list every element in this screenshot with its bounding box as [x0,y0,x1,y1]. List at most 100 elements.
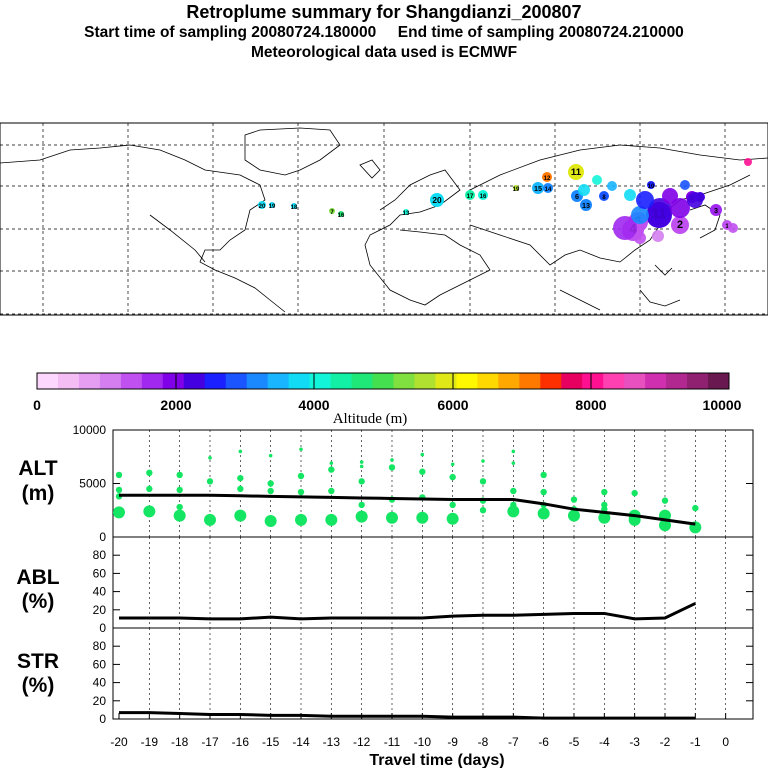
colorbar-title: Altitude (m) [333,411,408,427]
colorbar-cell [393,373,415,389]
plume-marker-label: 18 [291,205,298,211]
scatter-point [115,471,123,479]
colorbar-cell [351,373,374,389]
x-tick-label: -19 [141,735,159,749]
colorbar-cell [99,373,122,389]
y-tick-label: 5000 [79,477,106,491]
scatter-point [355,510,368,523]
plume-marker-label: 3 [714,206,718,215]
sampling-times: Start time of sampling 20080724.180000 E… [84,24,684,41]
colorbar-cell [78,373,101,389]
colorbar-cell [37,373,59,389]
colorbar-cell [540,373,562,389]
map-graticule [0,123,768,315]
x-tick-label: -9 [447,735,458,749]
scatter-point [267,487,274,495]
plume-blob [662,188,678,204]
colorbar-cell [708,373,730,389]
scatter-point [176,503,183,511]
plume-marker [580,199,592,211]
plume-marker [338,211,344,217]
abl-panel-frame [112,536,754,629]
plume-marker [430,193,444,207]
colorbar-cell [57,373,80,389]
plume-marker [543,183,553,193]
scatter-point [511,449,516,454]
plume-marker-label: 15 [534,184,542,193]
plume-marker-label: 19 [269,204,276,210]
plume-marker-label: 13 [582,201,590,210]
altitude-colorbar: 0 2000 4000 6000 8000 10000 Altitude (m) [33,372,742,427]
colorbar-cell [519,373,541,389]
world-map: 2020191918171616151413131211111098766543… [0,122,768,316]
scatter-point [173,509,186,522]
colorbar-tick-label: 8000 [575,397,606,413]
colorbar-tick-label: 10000 [703,397,742,413]
plume-marker-label: 20 [259,204,266,210]
scatter-point [388,464,396,471]
y-tick-label: 40 [93,676,107,690]
panel-str: STR (%) 0 20 40 60 80 [17,627,754,726]
colorbar-cell [435,373,457,389]
scatter-point [325,513,338,526]
plume-marker-label: 8 [602,195,606,201]
plume-blob [613,216,637,240]
met-data-note: Meteorological data used is ECMWF [250,44,518,61]
scatter-point [419,468,426,475]
colorbar-cell [645,373,667,389]
y-tick-label: 80 [93,548,107,562]
x-tick-label: -17 [201,735,219,749]
map-coastlines [0,127,768,313]
scatter-point [237,485,244,493]
colorbar-cells [37,373,730,389]
alt-plot: 0 5000 10000 [73,423,753,544]
plume-marker-label: 17 [467,194,474,200]
scatter-point [358,501,365,509]
scatter-point [115,486,123,494]
plume-marker-label: 11 [571,167,582,178]
plume-marker-label: 12 [544,176,551,182]
colorbar-tick-label: 0 [33,397,41,413]
scatter-point [537,507,550,520]
y-tick-label: 0 [99,530,106,544]
x-tick-label: -7 [508,735,519,749]
scatter-point [359,460,364,464]
colorbar-cell [225,373,248,389]
chart-title: Retroplume summary for Shangdianzi_20080… [186,2,582,22]
abl-plot: 0 20 40 60 80 [93,537,753,635]
x-tick-label: -6 [538,735,549,749]
scatter-point [143,505,156,518]
scatter-point [113,506,125,519]
plume-marker-label: 13 [403,211,410,217]
colorbar-cell [120,373,143,389]
x-tick-label: -3 [629,735,640,749]
plume-marker [568,164,584,180]
scatter-point [540,488,547,496]
scatter-point [479,478,487,485]
colorbar-cell [666,373,688,389]
plume-marker [513,185,519,191]
colorbar-cell [561,373,583,389]
plume-marker-label: 10 [648,184,655,190]
scatter-point [631,489,638,497]
scatter-point [570,496,578,503]
scatter-point [446,512,459,525]
scatter-point [540,471,547,479]
x-tick-label: 0 [722,735,729,749]
x-tick-label: -8 [478,735,489,749]
scatter-point [510,487,517,495]
plume-marker [258,201,266,209]
scatter-point [294,513,307,526]
plume-marker [269,202,275,208]
plume-marker [532,182,544,194]
y-tick-label: 20 [93,603,107,617]
colorbar-frame [36,372,730,390]
scatter-point [479,507,487,514]
plume-marker [329,208,335,214]
plume-blob [607,181,617,191]
scatter-point [661,497,669,504]
colorbar-cell [477,373,499,389]
plume-blob [578,184,590,196]
scatter-point [176,486,183,494]
